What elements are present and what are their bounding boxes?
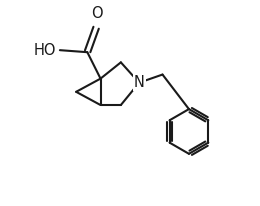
Text: N: N: [134, 75, 145, 90]
Text: HO: HO: [33, 43, 56, 58]
Text: O: O: [91, 6, 102, 21]
